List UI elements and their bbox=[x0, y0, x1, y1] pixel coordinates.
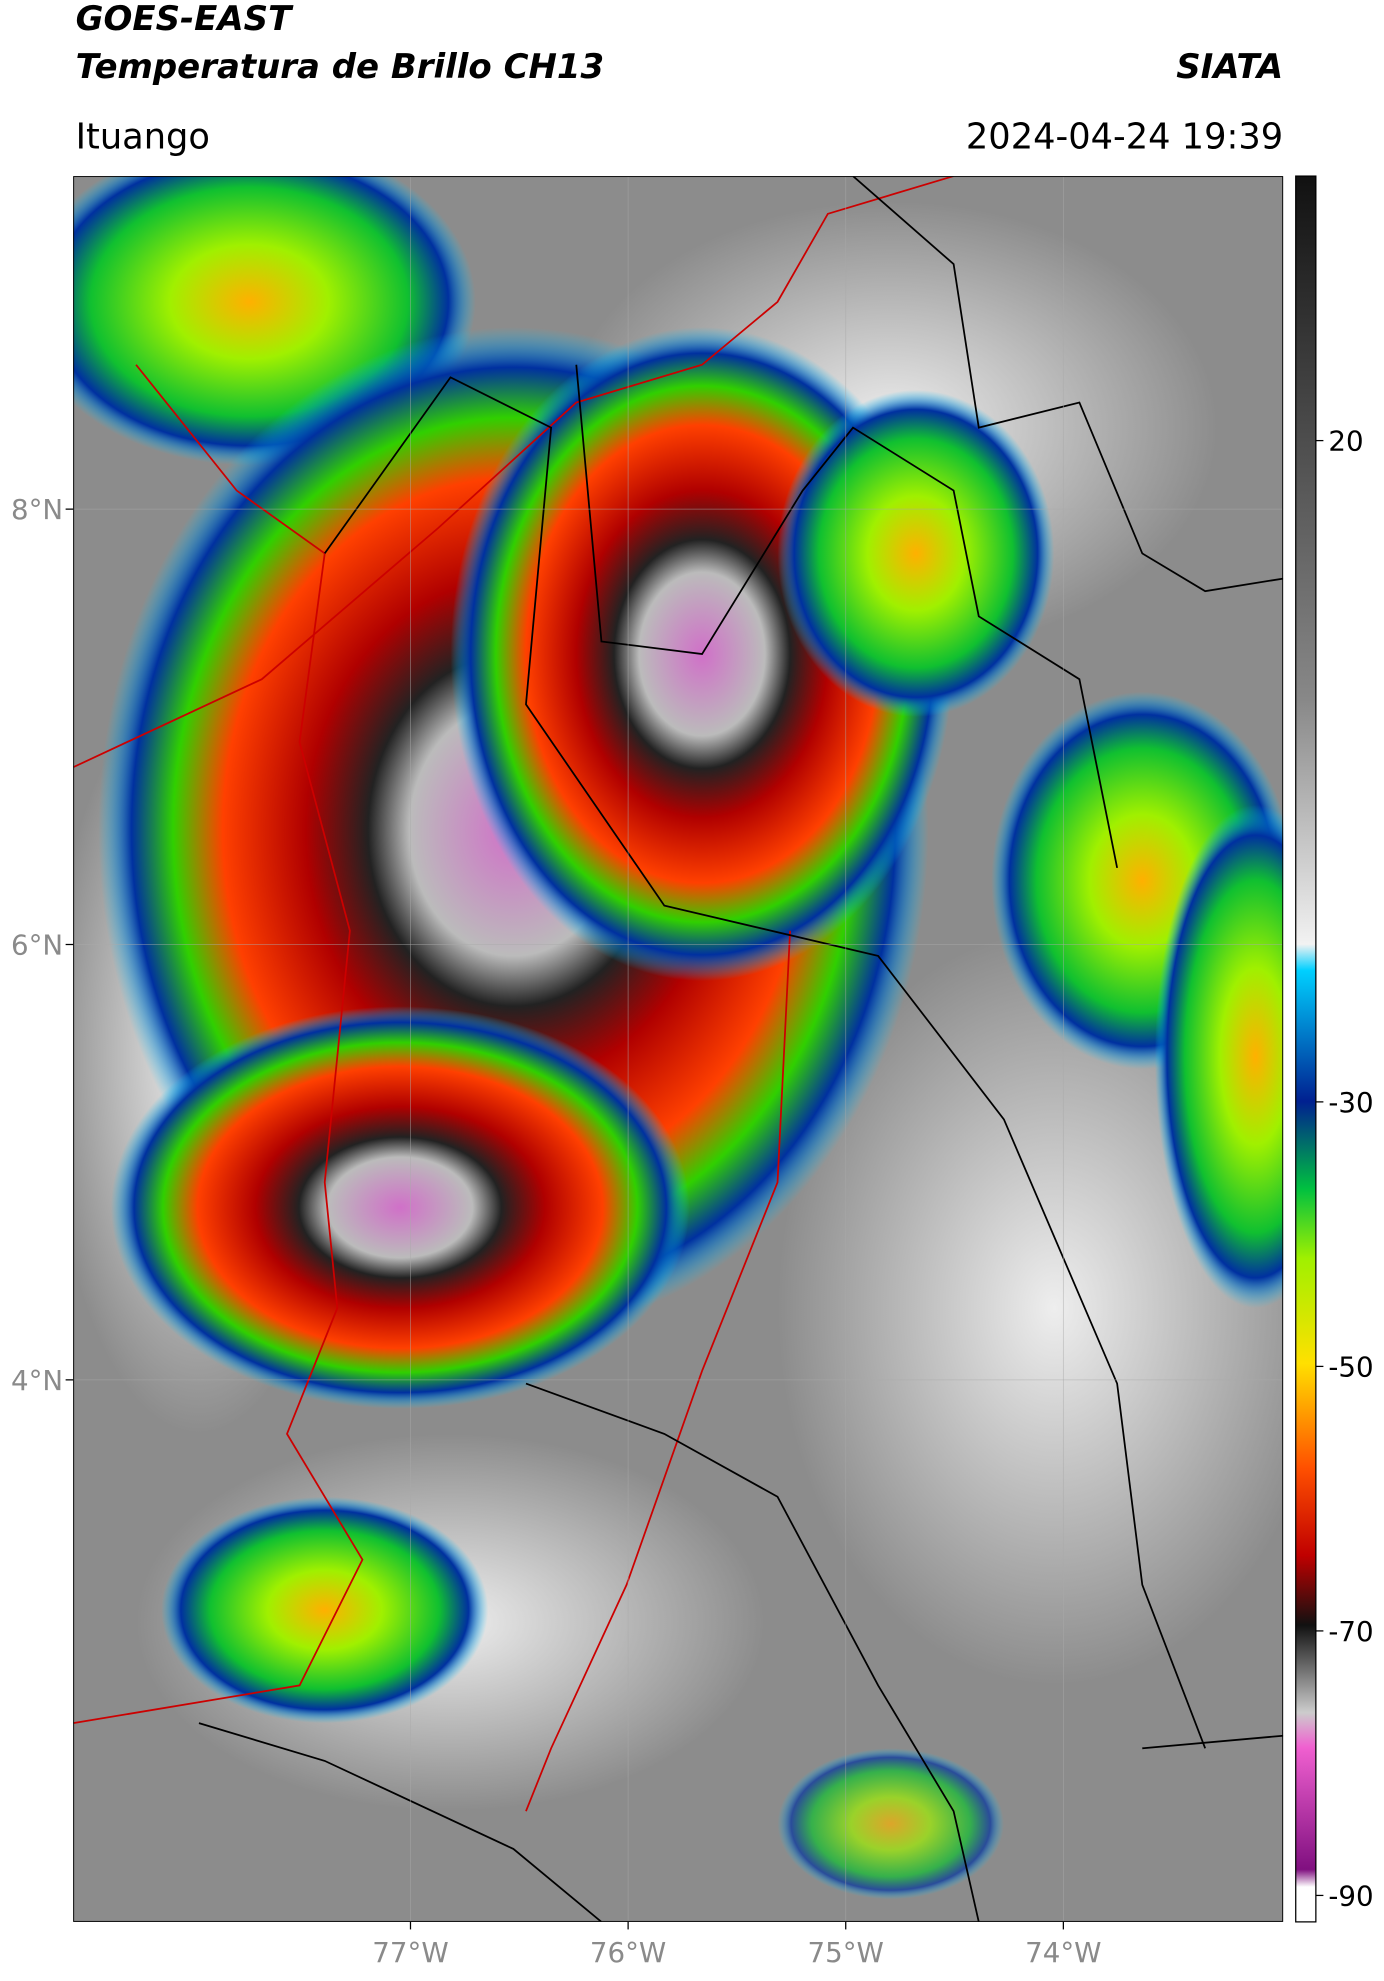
source: SIATA bbox=[1176, 47, 1283, 87]
lat-tick-label: 4°N bbox=[11, 1364, 63, 1397]
colorbar-tick-label: -70 bbox=[1328, 1615, 1373, 1648]
lat-tick-label: 6°N bbox=[11, 929, 63, 962]
lon-tick-label: 76°W bbox=[590, 1936, 666, 1969]
borders bbox=[73, 176, 1284, 1922]
colorbar-tick-label: -30 bbox=[1328, 1086, 1373, 1119]
location: Ituango bbox=[76, 116, 210, 157]
lon-tick-label: 75°W bbox=[808, 1936, 884, 1969]
colorbar bbox=[1295, 175, 1317, 1923]
title: Temperatura de Brillo CH13 bbox=[76, 47, 604, 87]
graticule bbox=[73, 176, 1284, 1922]
colorbar-tick-label: -90 bbox=[1328, 1879, 1373, 1912]
map bbox=[73, 176, 1284, 1922]
lon-tick-label: 77°W bbox=[372, 1936, 448, 1969]
lat-tick-label: 8°N bbox=[11, 493, 63, 526]
colorbar-tick-label: 20 bbox=[1328, 425, 1363, 458]
cloud-tops bbox=[73, 176, 1284, 1900]
ticks: 8°N 6°N 4°N 77°W 76°W 75°W 74°W 20 -30 -50 -70 -90 bbox=[11, 425, 1374, 1969]
lon-tick-label: 74°W bbox=[1025, 1936, 1101, 1969]
datetime: 2024-04-24 19:39 bbox=[966, 116, 1283, 157]
colorbar-tick-label: -50 bbox=[1328, 1350, 1373, 1383]
title: GOES-EAST bbox=[76, 0, 294, 39]
